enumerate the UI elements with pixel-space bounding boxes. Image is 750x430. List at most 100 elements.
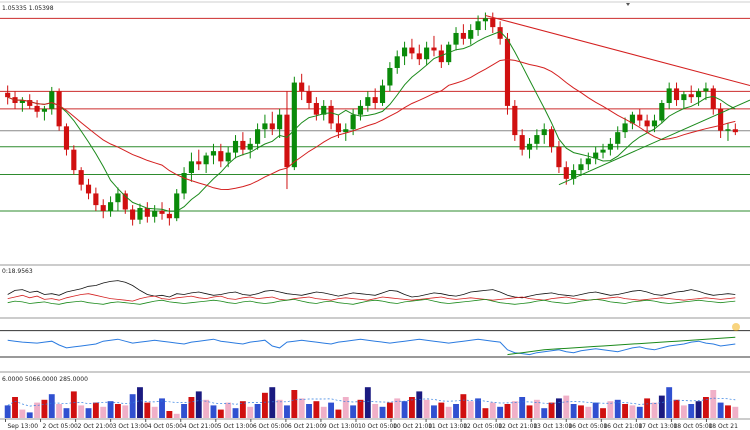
volume-bar	[328, 402, 335, 418]
candle-body	[19, 100, 25, 103]
time-tick-label: 6 Oct 21:00	[288, 423, 323, 430]
volume-bar	[519, 397, 526, 418]
candle-body	[497, 27, 503, 39]
candle-body	[144, 208, 150, 217]
volume-bar	[555, 398, 562, 418]
volume-bar	[732, 406, 739, 418]
volume-bar	[78, 405, 85, 418]
volume-bar	[570, 404, 577, 418]
volume-bar	[423, 399, 430, 418]
volume-bar	[592, 402, 599, 418]
volume-bar	[673, 399, 680, 418]
candle-body	[166, 213, 172, 219]
time-tick-label: 10 Oct 05:00	[358, 423, 397, 430]
candle-body	[718, 108, 724, 131]
candle	[181, 167, 187, 200]
candle	[174, 189, 180, 222]
candle-body	[218, 151, 224, 162]
time-tick-label: 12 Oct 05:00	[463, 423, 502, 430]
volume-bar	[188, 397, 195, 418]
candle-body	[41, 108, 47, 112]
candle	[585, 152, 591, 171]
candle-body	[188, 161, 194, 174]
candle-body	[460, 32, 466, 39]
second-oscillator-levels	[0, 330, 750, 358]
price-panel-area[interactable]	[0, 12, 750, 265]
second-oscillator-series-line	[7, 338, 736, 356]
candle-body	[703, 88, 709, 92]
candle	[512, 100, 518, 141]
candle	[460, 24, 466, 45]
volume-average-line	[7, 397, 736, 407]
candle-body	[409, 47, 415, 54]
volume-bar	[210, 405, 217, 418]
candle-body	[468, 30, 474, 39]
volume-bar	[702, 397, 709, 418]
time-tick-label: 17 Oct 13:00	[638, 423, 677, 430]
dropdown-arrow-icon[interactable]	[626, 3, 630, 6]
candle-body	[607, 143, 613, 150]
price-candles	[5, 12, 738, 226]
volume-bar	[4, 405, 11, 418]
candle-body	[622, 123, 628, 133]
volume-bar	[195, 391, 202, 418]
candle	[607, 138, 613, 156]
volume-bar	[320, 406, 327, 418]
candle-body	[482, 18, 488, 22]
oscillator-panel: 0:18.9563	[2, 268, 736, 305]
descending-trendline[interactable]	[485, 14, 750, 86]
candle-body	[71, 149, 77, 171]
volume-bar	[695, 401, 702, 418]
volume-bar	[578, 405, 584, 418]
volume-bar	[460, 394, 467, 418]
time-tick-label: 13 Oct 13:00	[533, 423, 572, 430]
candle-body	[365, 97, 371, 106]
volume-bar	[144, 402, 151, 418]
volume-bar	[651, 402, 658, 418]
candle-body	[688, 94, 694, 98]
candle	[93, 187, 99, 211]
candle-body	[85, 184, 92, 194]
candle-body	[232, 140, 239, 153]
volume-header-text: 6.0000 5066.0000 285.0000	[2, 376, 88, 383]
volume-bar	[12, 397, 18, 418]
candle-body	[681, 94, 687, 101]
volume-bar	[379, 406, 386, 418]
candle-body	[262, 123, 268, 130]
candle-body	[196, 161, 202, 165]
volume-bar	[85, 408, 92, 418]
volume-bar	[431, 405, 437, 418]
candle-body	[446, 44, 452, 63]
volume-bar	[306, 404, 312, 418]
time-tick-label: 4 Oct 21:00	[183, 423, 218, 430]
candle	[534, 129, 540, 150]
candle-body	[534, 135, 540, 144]
candle-body	[321, 105, 327, 115]
candle-body	[571, 170, 577, 179]
candle	[703, 82, 709, 101]
bitcoin-logo-icon	[732, 323, 740, 331]
time-tick-label: 16 Oct 05:00	[568, 423, 607, 430]
volume-bar	[41, 399, 48, 418]
time-tick-label: 2 Oct 05:00	[43, 423, 78, 430]
candle-body	[225, 152, 231, 162]
candle-body	[93, 193, 99, 206]
volume-bar	[100, 406, 107, 418]
volume-bar	[298, 398, 305, 418]
candle-body	[284, 114, 290, 168]
candle-body	[328, 105, 334, 124]
candle-body	[27, 100, 33, 106]
candle-body	[335, 123, 341, 133]
candle	[335, 114, 341, 138]
candle	[402, 41, 408, 66]
candle	[526, 138, 533, 159]
candle	[446, 41, 452, 66]
candle-body	[659, 102, 665, 121]
volume-bar	[408, 397, 415, 418]
candle	[615, 126, 621, 150]
second-oscillator-series-line	[507, 336, 736, 356]
candle-body	[181, 173, 187, 194]
oscillator-series-line	[7, 293, 736, 302]
rising-trendline[interactable]	[558, 99, 750, 186]
volume-bar	[541, 408, 548, 418]
